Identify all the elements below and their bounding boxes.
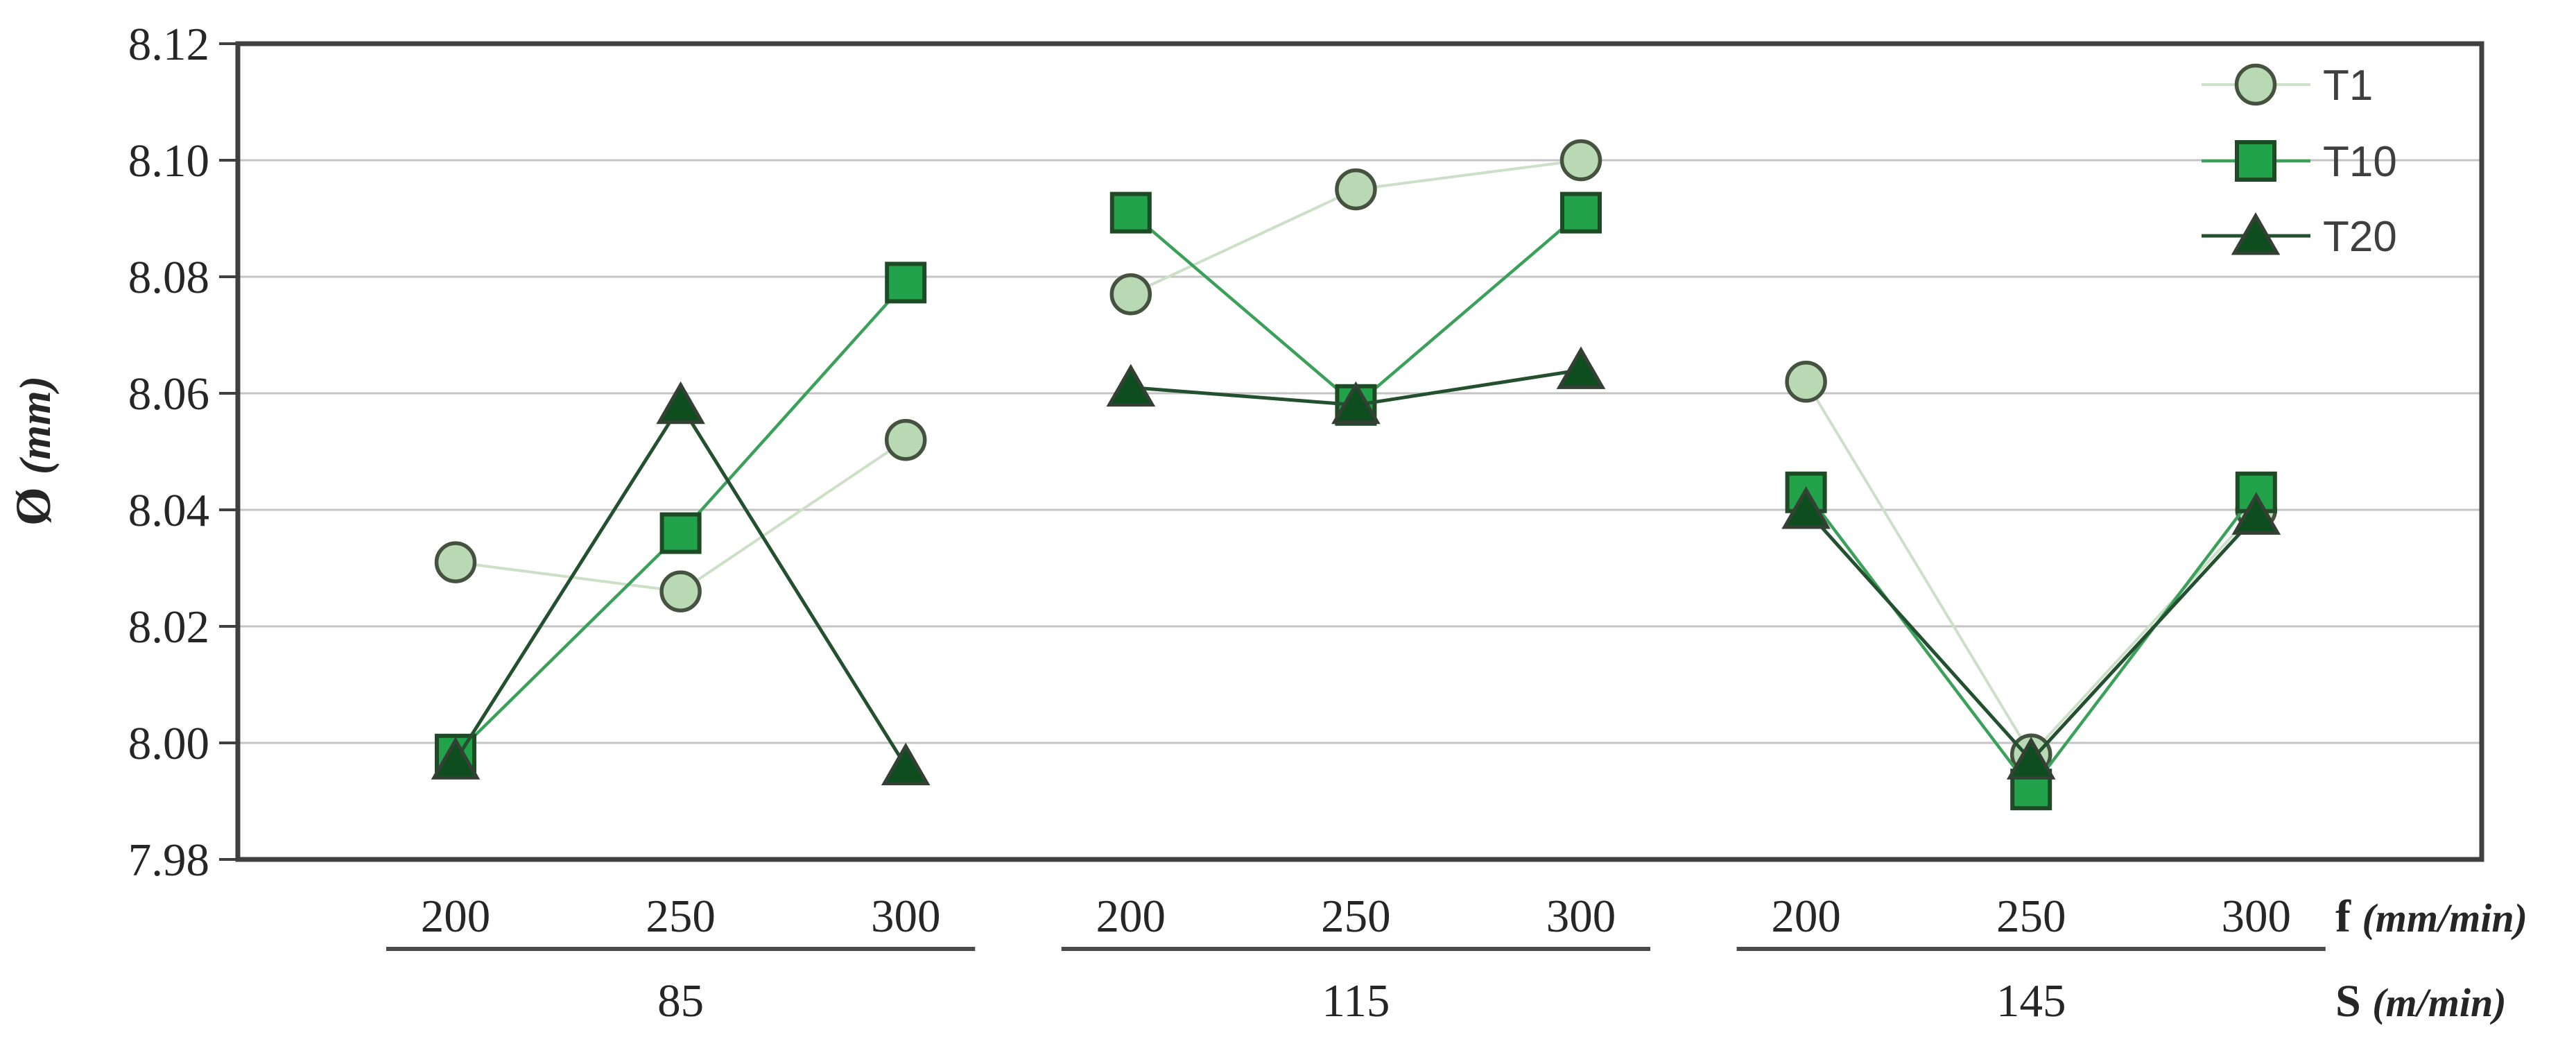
plot-border <box>235 41 2484 862</box>
y-axis-tick-label: 8.10 <box>128 135 209 187</box>
series-T1-marker <box>1109 273 1152 316</box>
series-T10-marker <box>885 262 927 304</box>
legend-marker-T20 <box>2231 212 2281 255</box>
series-T1-marker <box>1335 168 1377 211</box>
x-axis-tick-label: 300 <box>871 891 941 942</box>
series-T20-marker <box>2006 737 2056 780</box>
x-axis-tick-label: 300 <box>1546 891 1616 942</box>
y-axis-tick-label: 8.00 <box>128 718 209 769</box>
x-axis-tick-label: 250 <box>1996 891 2066 942</box>
series-T1-marker <box>884 418 927 461</box>
x-axis-tick-label: 250 <box>1321 891 1391 942</box>
x-axis-tick-label: 200 <box>421 891 491 942</box>
legend-label-T20: T20 <box>2323 213 2397 261</box>
y-axis-tick-label: 8.02 <box>128 601 209 653</box>
series-T20-marker <box>881 742 931 786</box>
series-T1-marker <box>1559 139 1602 182</box>
y-axis-tick-label: 8.04 <box>128 485 209 536</box>
series-T1-marker <box>659 570 702 612</box>
series-T10-marker <box>659 512 702 554</box>
series-T20-marker <box>2231 492 2281 535</box>
series-T20-marker <box>1781 486 1831 529</box>
x-axis-title-f: f (mm/min) <box>2335 891 2527 942</box>
series-T1-marker <box>434 541 477 583</box>
y-axis-tick-label: 8.06 <box>128 368 209 420</box>
series-T10-marker <box>2010 769 2052 811</box>
y-axis-tick-label: 7.98 <box>128 834 209 886</box>
x-axis-tick-label: 200 <box>1096 891 1166 942</box>
group-label: 115 <box>1322 975 1390 1027</box>
x-axis-tick-label: 300 <box>2222 891 2292 942</box>
series-T20-marker <box>431 737 481 780</box>
y-axis-tick-label: 8.12 <box>128 19 209 70</box>
y-axis-title: Ø (mm) <box>6 376 61 526</box>
series-T20-marker <box>1106 363 1156 407</box>
legend-label-T10: T10 <box>2323 138 2397 186</box>
legend-label-T1: T1 <box>2323 62 2373 110</box>
legend-marker-T1 <box>2234 63 2277 106</box>
series-T10-marker <box>1109 191 1152 234</box>
group-label: 145 <box>1996 975 2066 1027</box>
series-T10-marker <box>1560 191 1602 234</box>
series-T20-marker <box>656 381 705 425</box>
series-T1-marker <box>1785 360 1827 403</box>
legend-marker-T10 <box>2235 140 2276 182</box>
x-axis-title-s: S (m/min) <box>2335 976 2507 1027</box>
y-axis-tick-label: 8.08 <box>128 252 209 303</box>
x-axis-tick-label: 200 <box>1771 891 1841 942</box>
group-label: 85 <box>657 975 704 1027</box>
series-T20-marker <box>1331 381 1381 425</box>
series-T20-marker <box>1556 346 1606 389</box>
x-axis-tick-label: 250 <box>646 891 716 942</box>
